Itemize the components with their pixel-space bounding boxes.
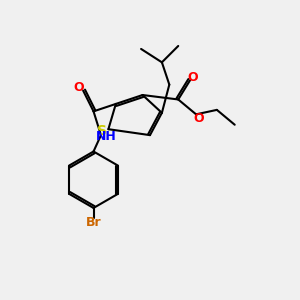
Text: O: O	[74, 81, 84, 94]
Text: S: S	[98, 124, 107, 138]
Text: Br: Br	[86, 216, 101, 229]
Text: O: O	[187, 71, 197, 84]
Text: O: O	[194, 112, 204, 125]
Text: NH: NH	[96, 130, 117, 143]
